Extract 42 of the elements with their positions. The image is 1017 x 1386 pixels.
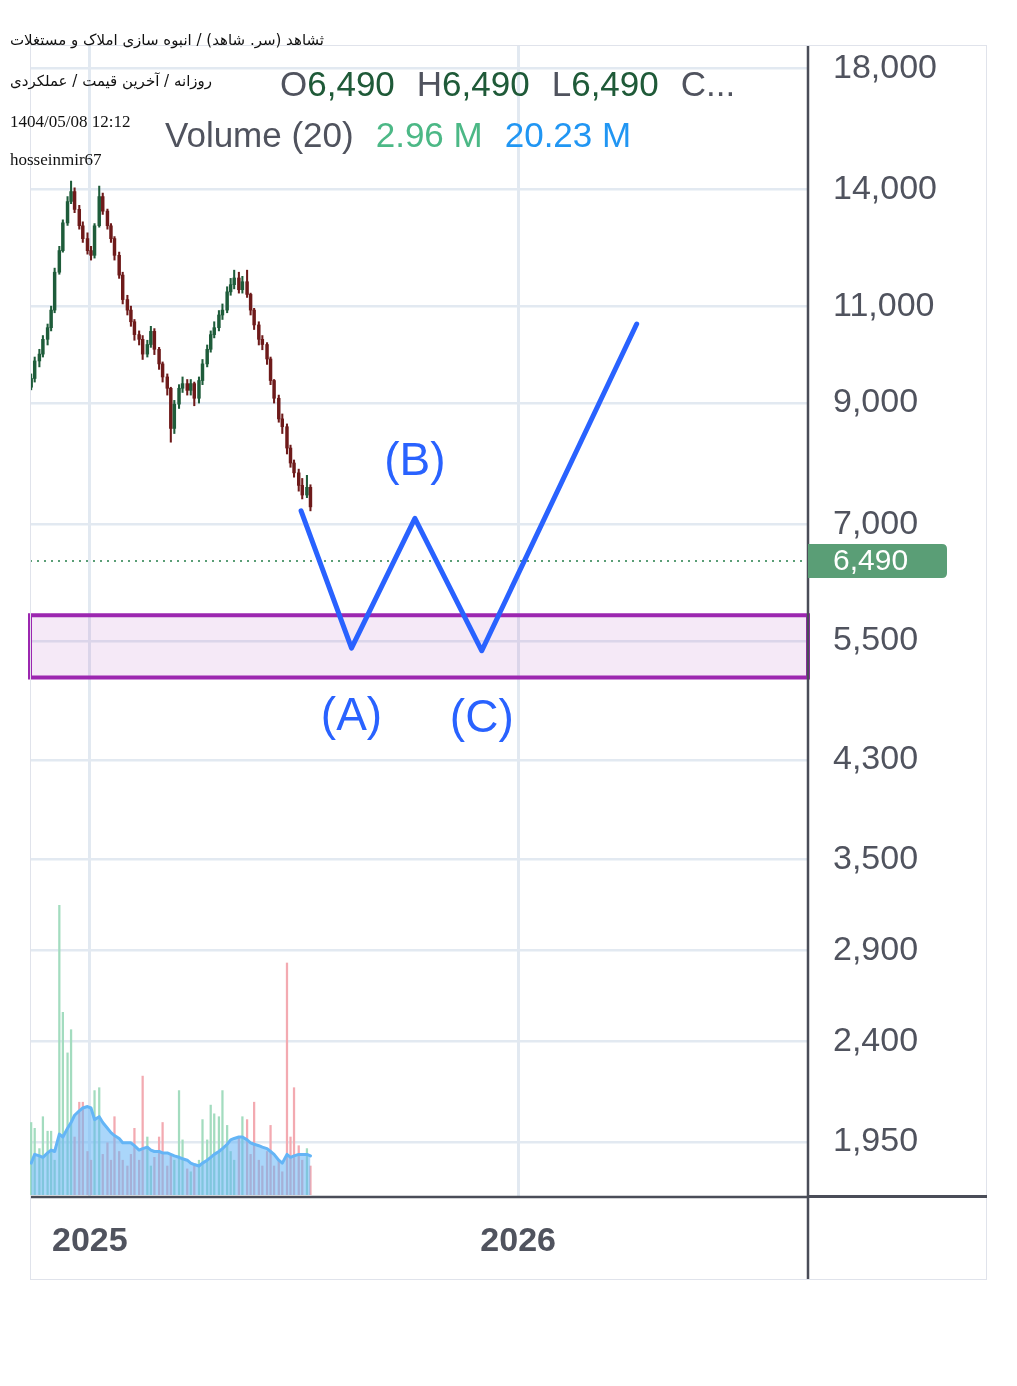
annotation: (C) (449, 690, 514, 743)
bar (86, 1151, 89, 1195)
bar (269, 1125, 272, 1195)
annotation: 2.96 M (375, 114, 483, 156)
x-tick-label: 2026 (480, 1219, 556, 1258)
bar (241, 1116, 244, 1195)
bar (46, 1130, 49, 1195)
bar (73, 1136, 76, 1195)
y-tick-label: 1,950 (833, 1120, 919, 1159)
x-tick-label: 2025 (52, 1219, 128, 1258)
y-tick-label: 11,000 (833, 284, 935, 323)
y-tick-label: 4,300 (833, 738, 919, 777)
text: روزانه / آخرین قیمت / عملکردی (10, 72, 213, 90)
y-tick-label: 18,000 (833, 46, 937, 85)
y-tick-label: 14,000 (833, 167, 937, 206)
annotation: (A) (320, 687, 383, 740)
annotation: H6,490 (416, 64, 530, 103)
annotation: hosseinmir67 (10, 150, 102, 170)
annotation: (B) (384, 433, 446, 485)
bar (309, 1165, 312, 1195)
annotation: L6,490 (551, 64, 659, 103)
bar (153, 1156, 156, 1195)
bar (113, 1116, 116, 1195)
ref-line-label: 6,490 (833, 543, 909, 577)
annotation: 20.23 M (504, 114, 632, 156)
y-tick-label: 9,000 (833, 381, 919, 420)
bar (201, 1119, 204, 1195)
annotation: 1404/05/08 12:12 (10, 112, 131, 132)
annotation: O6,490 (280, 64, 395, 103)
annotation: C... (680, 64, 736, 103)
y-tick-label: 2,400 (833, 1020, 919, 1059)
bar (106, 1142, 109, 1195)
chart-title: ثشاهد (سر. شاهد) / انبوه سازی املاک و مستغلات (10, 31, 325, 49)
bar (161, 1122, 164, 1195)
bar (93, 1090, 96, 1195)
annotation: Volume (20) (165, 114, 354, 156)
bar (133, 1127, 136, 1195)
y-tick-label: 3,500 (833, 837, 919, 876)
y-tick-label: 7,000 (833, 502, 919, 541)
y-tick-label: 2,900 (833, 928, 919, 967)
y-tick-label: 5,500 (833, 619, 919, 658)
bar (221, 1090, 224, 1195)
